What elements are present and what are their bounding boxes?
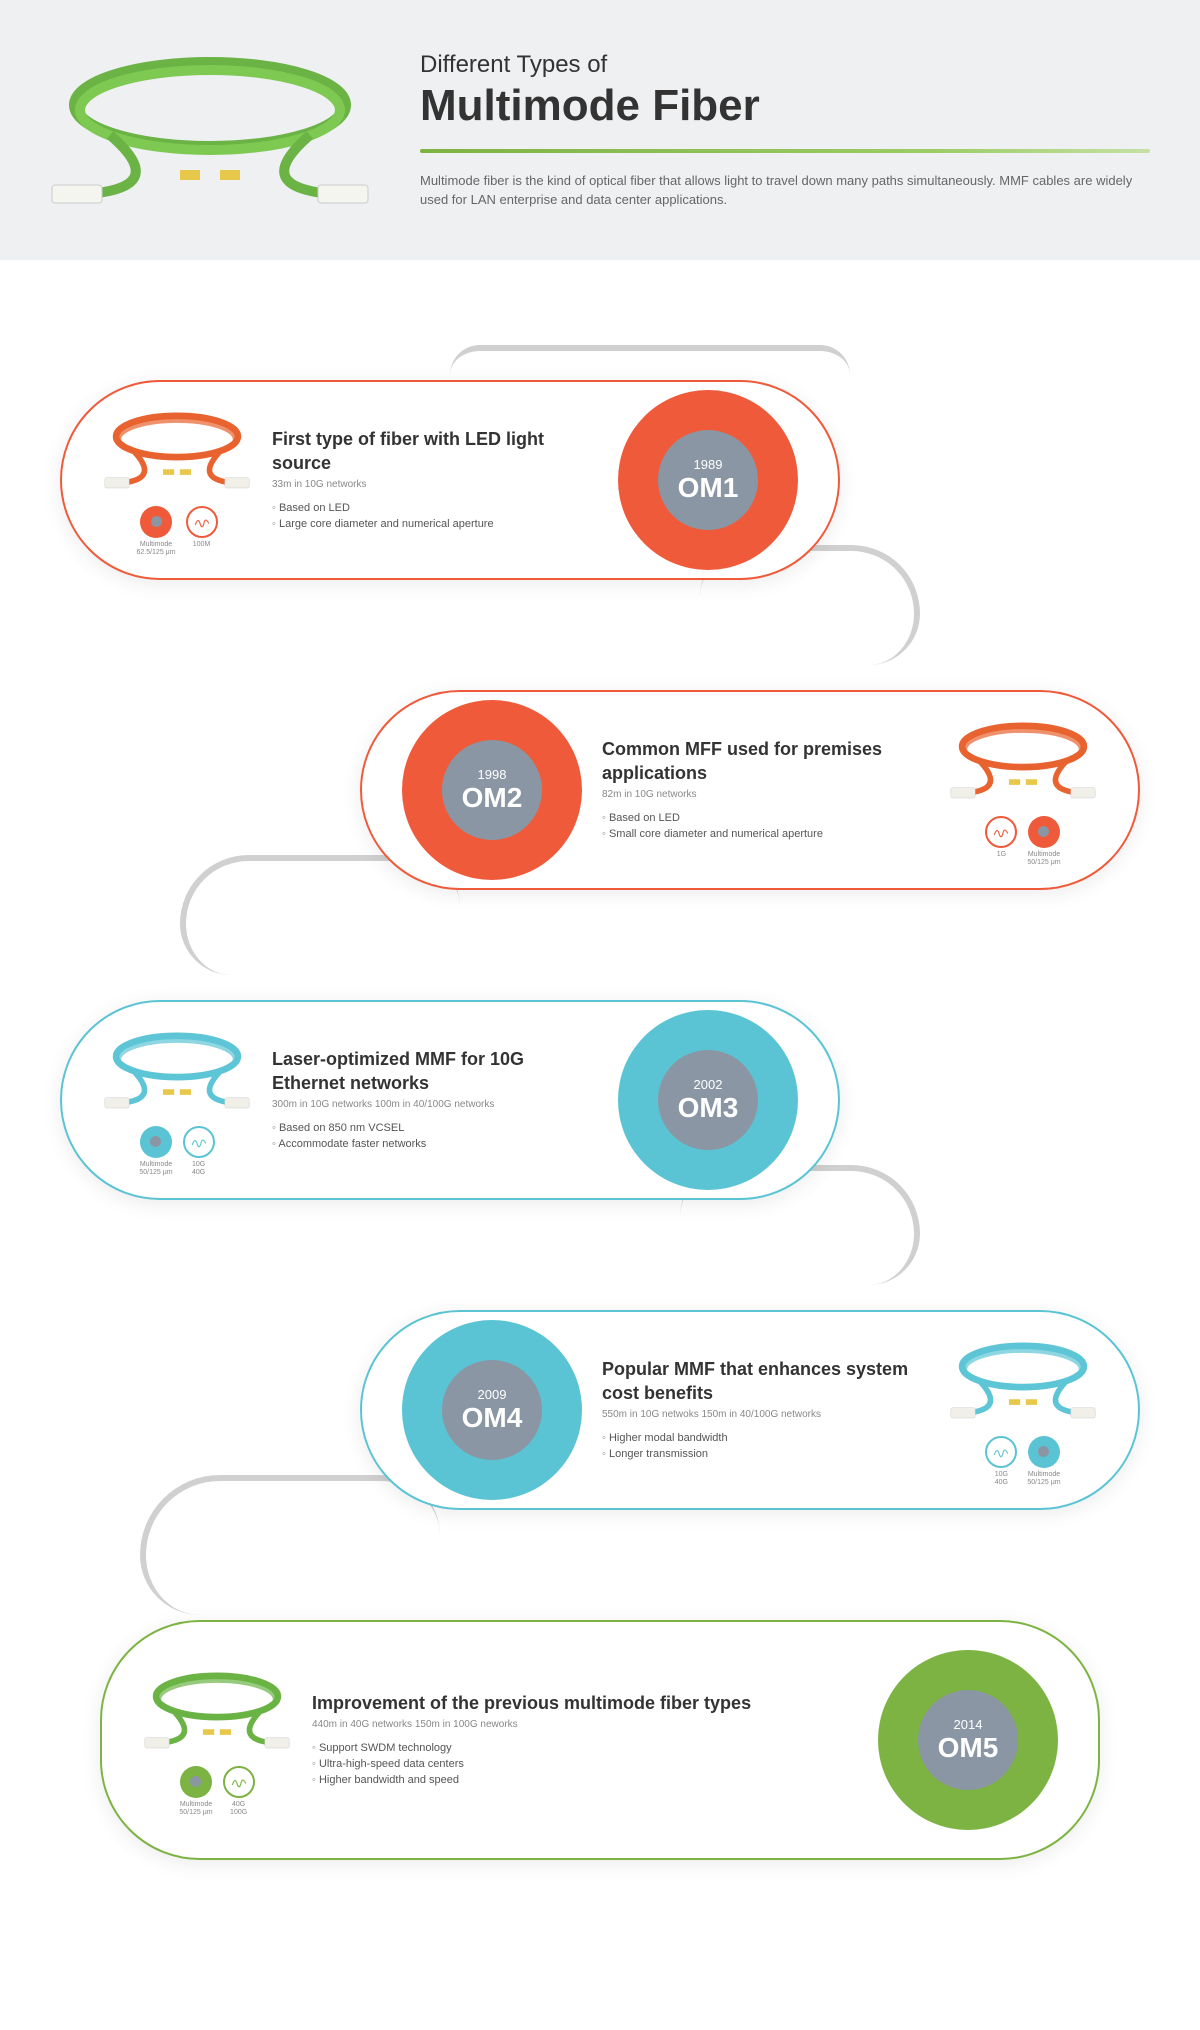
cable-icon: Multimode62.5/125 μm 100M bbox=[102, 403, 252, 558]
fiber-card-om3: Multimode50/125 μm 10G40G Laser-optimize… bbox=[60, 1000, 840, 1200]
fiber-text: Improvement of the previous multimode fi… bbox=[292, 1692, 878, 1788]
fiber-card-om2: 1998 OM2 Common MFF used for premises ap… bbox=[360, 690, 1140, 890]
fiber-badge-inner: 2014 OM5 bbox=[918, 1690, 1018, 1790]
spec-icon: 100M bbox=[186, 506, 218, 558]
fiber-card-om5: Multimode50/125 μm 40G100G Improvement o… bbox=[100, 1620, 1100, 1860]
fiber-badge: 2002 OM3 bbox=[618, 1010, 798, 1190]
fiber-bullets: Based on 850 nm VCSELAccommodate faster … bbox=[272, 1120, 598, 1152]
fiber-badge-inner: 2002 OM3 bbox=[658, 1050, 758, 1150]
fiber-badge-inner: 2009 OM4 bbox=[442, 1360, 542, 1460]
header: Different Types of Multimode Fiber Multi… bbox=[0, 0, 1200, 260]
fiber-subtext: 550m in 10G netwoks 150m in 40/100G netw… bbox=[602, 1409, 928, 1420]
fiber-icons: Multimode50/125 μm 40G100G bbox=[179, 1766, 254, 1818]
fiber-icons: 10G40G Multimode50/125 μm bbox=[985, 1436, 1060, 1488]
fiber-text: Laser-optimized MMF for 10G Ethernet net… bbox=[252, 1048, 618, 1152]
header-description: Multimode fiber is the kind of optical f… bbox=[420, 171, 1150, 210]
fiber-year: 2014 bbox=[954, 1717, 983, 1732]
fiber-badge-inner: 1998 OM2 bbox=[442, 740, 542, 840]
cable-icon: 1G Multimode50/125 μm bbox=[948, 713, 1098, 868]
fiber-bullets: Based on LEDSmall core diameter and nume… bbox=[602, 810, 928, 842]
fiber-card-om4: 2009 OM4 Popular MMF that enhances syste… bbox=[360, 1310, 1140, 1510]
fiber-heading: Laser-optimized MMF for 10G Ethernet net… bbox=[272, 1048, 598, 1095]
fiber-year: 2002 bbox=[694, 1077, 723, 1092]
fiber-badge-inner: 1989 OM1 bbox=[658, 430, 758, 530]
cable-icon: 10G40G Multimode50/125 μm bbox=[948, 1333, 1098, 1488]
fiber-badge: 1989 OM1 bbox=[618, 390, 798, 570]
fiber-text: Popular MMF that enhances system cost be… bbox=[582, 1358, 948, 1462]
fiber-code: OM3 bbox=[678, 1092, 739, 1124]
header-cable-icon bbox=[50, 40, 370, 220]
cable-icon: Multimode50/125 μm 10G40G bbox=[102, 1023, 252, 1178]
fiber-heading: First type of fiber with LED light sourc… bbox=[272, 428, 598, 475]
header-subtitle: Different Types of bbox=[420, 51, 1150, 79]
spec-icon: Multimode62.5/125 μm bbox=[136, 506, 175, 558]
spec-icon: Multimode50/125 μm bbox=[139, 1126, 172, 1178]
spec-icon: 40G100G bbox=[223, 1766, 255, 1818]
fiber-badge: 2014 OM5 bbox=[878, 1650, 1058, 1830]
fiber-bullets: Support SWDM technologyUltra-high-speed … bbox=[312, 1740, 858, 1788]
fiber-code: OM2 bbox=[462, 782, 523, 814]
header-title: Multimode Fiber bbox=[420, 81, 1150, 131]
fiber-icons: Multimode50/125 μm 10G40G bbox=[139, 1126, 214, 1178]
spec-icon: Multimode50/125 μm bbox=[179, 1766, 212, 1818]
fiber-code: OM5 bbox=[938, 1732, 999, 1764]
fiber-badge: 1998 OM2 bbox=[402, 700, 582, 880]
fiber-subtext: 33m in 10G networks bbox=[272, 479, 598, 490]
spec-icon: 10G40G bbox=[183, 1126, 215, 1178]
spec-icon: 1G bbox=[985, 816, 1017, 868]
divider-icon bbox=[420, 149, 1150, 153]
fiber-heading: Improvement of the previous multimode fi… bbox=[312, 1692, 858, 1715]
fiber-year: 1998 bbox=[478, 767, 507, 782]
header-text-block: Different Types of Multimode Fiber Multi… bbox=[420, 51, 1150, 210]
spec-icon: Multimode50/125 μm bbox=[1027, 816, 1060, 868]
fiber-code: OM1 bbox=[678, 472, 739, 504]
fiber-heading: Popular MMF that enhances system cost be… bbox=[602, 1358, 928, 1405]
fiber-subtext: 440m in 40G networks 150m in 100G nework… bbox=[312, 1719, 858, 1730]
fiber-icons: Multimode62.5/125 μm 100M bbox=[136, 506, 217, 558]
fiber-heading: Common MFF used for premises application… bbox=[602, 738, 928, 785]
fiber-card-om1: Multimode62.5/125 μm 100M First type of … bbox=[60, 380, 840, 580]
fiber-bullets: Higher modal bandwidthLonger transmissio… bbox=[602, 1430, 928, 1462]
fiber-code: OM4 bbox=[462, 1402, 523, 1434]
timeline: Multimode62.5/125 μm 100M First type of … bbox=[0, 260, 1200, 2030]
fiber-year: 1989 bbox=[694, 457, 723, 472]
spec-icon: 10G40G bbox=[985, 1436, 1017, 1488]
fiber-icons: 1G Multimode50/125 μm bbox=[985, 816, 1060, 868]
fiber-bullets: Based on LEDLarge core diameter and nume… bbox=[272, 500, 598, 532]
fiber-subtext: 82m in 10G networks bbox=[602, 789, 928, 800]
cable-icon: Multimode50/125 μm 40G100G bbox=[142, 1663, 292, 1818]
spec-icon: Multimode50/125 μm bbox=[1027, 1436, 1060, 1488]
fiber-year: 2009 bbox=[478, 1387, 507, 1402]
fiber-text: First type of fiber with LED light sourc… bbox=[252, 428, 618, 532]
fiber-text: Common MFF used for premises application… bbox=[582, 738, 948, 842]
fiber-subtext: 300m in 10G networks 100m in 40/100G net… bbox=[272, 1099, 598, 1110]
fiber-badge: 2009 OM4 bbox=[402, 1320, 582, 1500]
